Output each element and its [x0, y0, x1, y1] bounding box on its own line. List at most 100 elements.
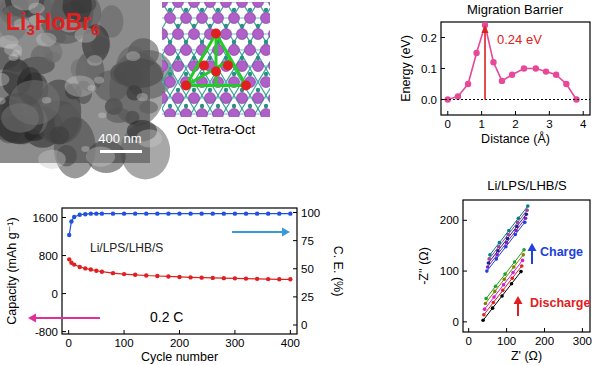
br-atom [245, 109, 256, 118]
ho-atom [264, 72, 268, 76]
li-site [199, 61, 209, 71]
x-tick [481, 111, 482, 115]
data-point [491, 306, 495, 310]
ho-atom [256, 88, 260, 92]
y-tick [62, 331, 66, 332]
y2-tick [293, 325, 297, 326]
data-point [222, 276, 226, 280]
y-tick-label: 800 [39, 250, 58, 262]
data-point [100, 270, 104, 274]
series-group [67, 211, 293, 281]
arrow-head [28, 314, 36, 323]
ho-atom [248, 72, 252, 76]
data-point [487, 257, 491, 261]
ho-atom [232, 104, 236, 108]
x-tick [234, 330, 235, 334]
data-point [465, 81, 471, 87]
tem-highlight [87, 55, 102, 66]
br-atom [165, 13, 176, 24]
data-point [501, 289, 505, 293]
ho-atom [168, 8, 172, 12]
y2-tick [293, 296, 297, 297]
y-tick [463, 271, 467, 272]
br-atom [237, 29, 248, 40]
br-atom [181, 109, 192, 118]
tem-highlight [81, 146, 89, 152]
y-tick-label: 0.2 [421, 32, 437, 44]
rate-annotation: 0.2 C [150, 309, 183, 325]
y2-tick-label: 75 [301, 235, 314, 247]
br-atom [253, 29, 264, 40]
data-point [493, 290, 497, 294]
y-tick [441, 68, 445, 69]
series-line [486, 250, 524, 299]
structure-lattice [162, 2, 270, 117]
x-tick-label: 300 [225, 337, 244, 349]
barrier-arrow-head [482, 25, 489, 33]
y2-tick-label: 25 [301, 291, 314, 303]
x-tick-label: 4 [580, 118, 587, 130]
ho-atom [184, 8, 188, 12]
data-point [100, 211, 104, 215]
cell-annotation: Li/LPS/LHB/S [90, 241, 163, 255]
data-point [144, 273, 148, 277]
br-atom [162, 93, 168, 104]
ho-atom [224, 88, 228, 92]
data-point [490, 59, 496, 65]
data-point [498, 241, 502, 245]
barrier-annotation: 0.24 eV [497, 32, 542, 47]
y-tick [62, 217, 66, 218]
y-tick-label: 0 [453, 316, 459, 328]
br-atom [237, 93, 248, 104]
bond [162, 2, 226, 117]
ho-atom [192, 56, 196, 60]
series-group [481, 204, 529, 322]
y-tick-label: 0 [52, 288, 58, 300]
chart: 012340.00.10.2Migration BarrierDistance … [399, 2, 590, 146]
data-point [494, 285, 498, 289]
data-point [510, 276, 514, 280]
tem-panel: Li3HoBr6400 nm [0, 0, 174, 180]
y2-tick-label: 0 [301, 319, 307, 331]
br-atom [181, 13, 192, 24]
tem-highlight [42, 97, 52, 104]
br-atom [165, 109, 176, 118]
data-point [521, 259, 525, 263]
x-axis-label: Distance (Å) [481, 131, 550, 146]
y2-tick [293, 240, 297, 241]
tem-grain [1, 103, 39, 132]
tem-highlight [137, 93, 148, 101]
y2-axis-label: C. E. (%) [331, 246, 345, 297]
data-point [89, 267, 93, 271]
data-point [511, 271, 515, 275]
series-line [484, 266, 522, 315]
series-line [69, 214, 290, 235]
data-point [543, 68, 549, 74]
x-tick [290, 330, 291, 334]
ho-atom [264, 104, 268, 108]
br-atom [162, 61, 168, 72]
br-atom [173, 29, 184, 40]
x-tick [124, 330, 125, 334]
br-atom [221, 93, 232, 104]
tem-highlight [0, 73, 10, 86]
ho-atom [232, 40, 236, 44]
y-tick [62, 255, 66, 256]
data-point [288, 277, 292, 281]
data-point [502, 283, 506, 287]
ho-atom [232, 8, 236, 12]
br-atom [165, 77, 176, 88]
data-point [78, 213, 82, 217]
tem-grain [5, 60, 27, 72]
br-atom [173, 2, 184, 8]
data-point [166, 211, 170, 215]
y-tick-label: 100 [440, 265, 459, 277]
arrow [528, 243, 537, 264]
br-atom [245, 13, 256, 24]
br-atom [261, 45, 271, 56]
y-axis-label: Energy (eV) [399, 35, 413, 102]
tem-grain [139, 101, 158, 114]
x-tick [68, 330, 69, 334]
figure: Li3HoBr6400 nmOct-Tetra-Oct012340.00.10.… [0, 0, 597, 365]
data-point [83, 212, 87, 216]
